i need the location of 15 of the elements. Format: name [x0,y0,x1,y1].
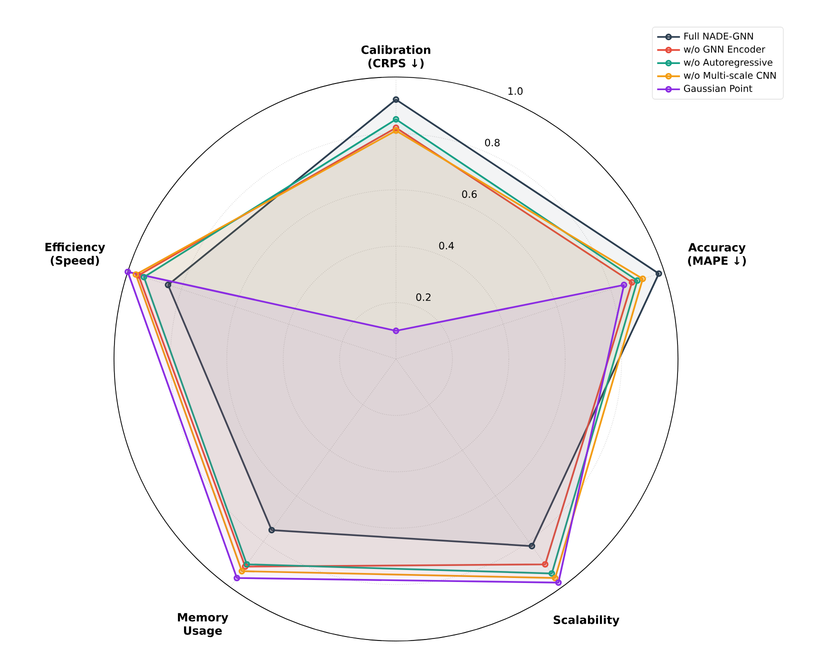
y-tick-label: 0.8 [485,138,500,146]
spoke-label: Calibration (CRPS ↓) [361,45,430,69]
legend-label: w/o Autoregressive [684,58,772,68]
spoke-label: Scalability [554,615,620,626]
legend-label: Full NADE-GNN [684,32,753,40]
y-tick-label: 0.4 [439,242,454,250]
legend-label: w/o Multi-scale CNN [684,72,776,80]
legend-label: Gaussian Point [684,84,752,92]
legend-label: w/o GNN Encoder [684,45,766,54]
y-tick-label: 0.2 [416,293,430,301]
spoke-label: Memory Usage [178,613,228,638]
spoke-label: Efficiency (Speed) [45,242,106,267]
y-tick-label: 0.6 [462,190,477,198]
spoke-label: Accuracy (MAPE ↓) [688,243,746,266]
y-tick-label: 1.0 [508,87,523,95]
